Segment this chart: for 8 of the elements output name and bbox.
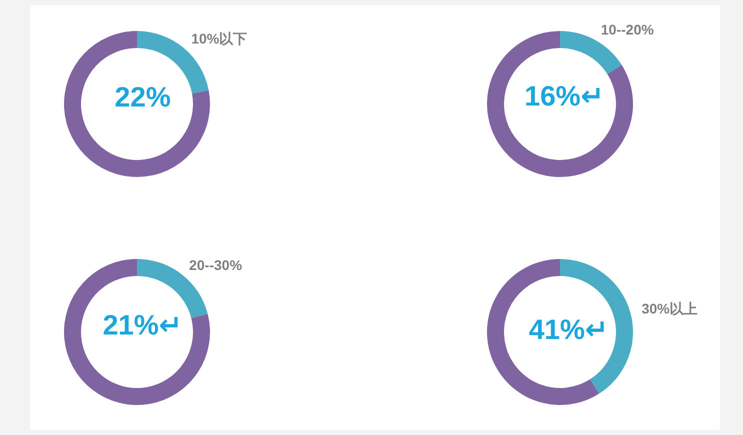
data-label: 21%↵ (102, 309, 182, 340)
data-label: 41%↵ (528, 314, 608, 345)
slice-label: 20--30% (189, 256, 243, 273)
data-label: 22% (114, 82, 171, 113)
data-label: 16%↵ (524, 80, 604, 112)
slice-label: 10--20% (600, 22, 654, 38)
slice-label: 10%以下 (191, 30, 248, 46)
slice-label: 30%以上 (642, 300, 698, 316)
